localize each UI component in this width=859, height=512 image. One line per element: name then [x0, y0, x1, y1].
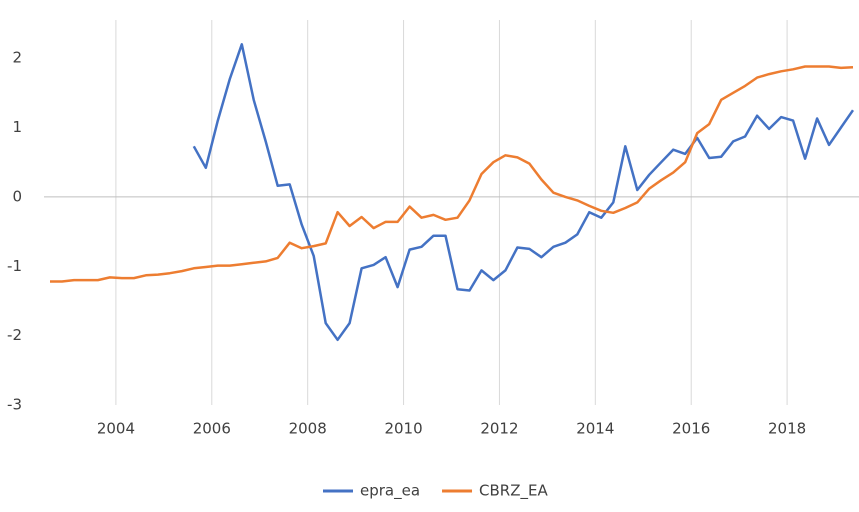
y-tick-label: 1 [12, 118, 22, 136]
series-line [192, 43, 855, 342]
x-tick-label: 2018 [768, 420, 806, 438]
x-tick-label: 2006 [193, 420, 231, 438]
y-tick-label: 0 [12, 187, 22, 205]
x-tick-label: 2008 [289, 420, 327, 438]
legend-label: CBRZ_EA [479, 482, 548, 501]
y-tick-label: 2 [12, 49, 22, 67]
x-tick-label: 2016 [672, 420, 710, 438]
y-tick-label: -1 [7, 257, 22, 275]
legend-label: epra_ea [360, 482, 420, 501]
y-tick-label: -2 [7, 326, 22, 344]
series-line [50, 65, 854, 283]
y-tick-label: -3 [7, 396, 22, 414]
x-tick-label: 2014 [576, 420, 614, 438]
x-tick-label: 2012 [480, 420, 518, 438]
x-tick-label: 2010 [384, 420, 422, 438]
x-tick-label: 2004 [97, 420, 135, 438]
